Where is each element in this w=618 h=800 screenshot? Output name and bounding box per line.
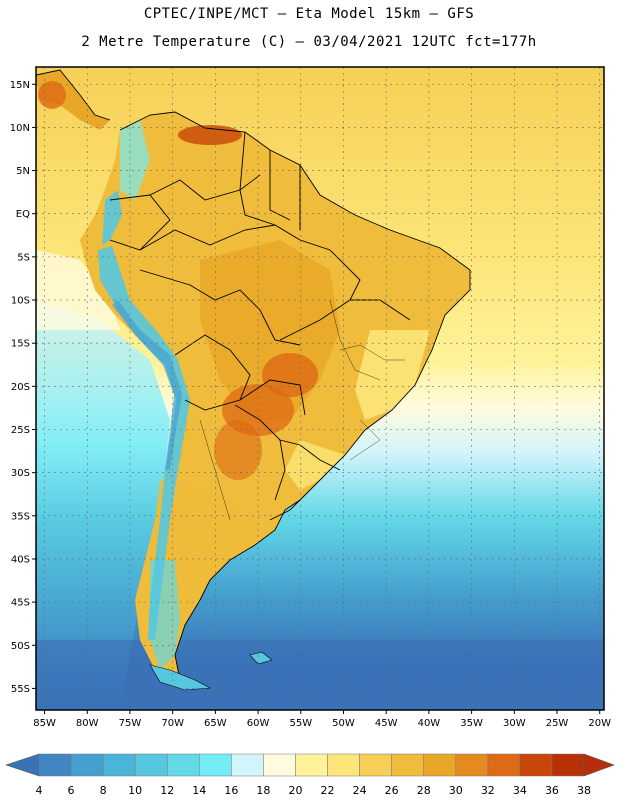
- lat-label: 5N: [16, 166, 30, 177]
- lon-label: 45W: [375, 718, 398, 729]
- longitude-labels: 85W 80W 75W 70W 65W 60W 55W 50W 45W 40W 35W 30W 25W 2…: [33, 710, 611, 729]
- map-field: [36, 67, 604, 710]
- lat-label: 5S: [17, 252, 30, 263]
- lat-label: 50S: [11, 641, 30, 652]
- colorbar-tick-label: 14: [192, 784, 206, 797]
- colorbar-swatch: [166, 753, 200, 777]
- lat-label: 10S: [11, 296, 30, 307]
- colorbar-tick-label: 26: [385, 784, 399, 797]
- colorbar-tick-label: 28: [417, 784, 431, 797]
- colorbar-tick-label: 12: [160, 784, 174, 797]
- colorbar-tick-label: 34: [513, 784, 527, 797]
- lon-label: 55W: [289, 718, 312, 729]
- colorbar-swatch: [38, 753, 72, 777]
- map-frame: [35, 66, 605, 711]
- colorbar-underflow-arrow: [5, 753, 40, 777]
- lat-label: 15N: [10, 80, 30, 91]
- colorbar-swatch: [102, 753, 136, 777]
- lon-label: 30W: [503, 718, 526, 729]
- colorbar-swatch: [295, 753, 328, 777]
- chart-title-line2: 2 Metre Temperature (C) – 03/04/2021 12U…: [81, 34, 537, 50]
- lat-label: EQ: [16, 209, 30, 220]
- colorbar-tick-label: 20: [288, 784, 302, 797]
- colorbar-swatch: [327, 753, 360, 777]
- colorbar-swatch: [199, 753, 232, 777]
- colorbar-tick-label: 8: [100, 784, 107, 797]
- colorbar-swatch: [134, 753, 168, 777]
- lon-label: 20W: [588, 718, 611, 729]
- colorbar-tick-label: 38: [577, 784, 591, 797]
- andes-cold-strip: [98, 190, 190, 640]
- lon-label: 75W: [119, 718, 142, 729]
- lat-label: 10N: [10, 123, 30, 134]
- lon-label: 40W: [418, 718, 441, 729]
- colorbar-swatch: [231, 753, 264, 777]
- colorbar-tick-label: 36: [545, 784, 559, 797]
- lon-label: 65W: [204, 718, 227, 729]
- chart-title-line1: CPTEC/INPE/MCT – Eta Model 15km – GFS: [143, 6, 475, 22]
- colorbar-swatch: [487, 753, 521, 777]
- lat-label: 40S: [11, 554, 30, 565]
- colorbar-swatch: [519, 753, 553, 777]
- hot-core-pantanal: [262, 353, 318, 397]
- colorbar-tick-label: 4: [36, 784, 43, 797]
- latitude-labels: 15N 10N 5N EQ 5S 10S 15S 20S 25S 30S 35S 40S 45S 50S 5…: [10, 80, 36, 695]
- lat-label: 55S: [11, 684, 30, 695]
- colorbar-swatch: [551, 753, 585, 777]
- colorbar-overflow-arrow: [583, 753, 615, 777]
- colorbar-swatch: [423, 753, 457, 777]
- lon-label: 50W: [332, 718, 355, 729]
- colorbar-tick-label: 32: [481, 784, 495, 797]
- lon-label: 35W: [460, 718, 483, 729]
- colorbar: 4 6 8 10 12 14 16 18 20 22 24 26 28 30 32 34 36 38: [5, 753, 615, 797]
- colorbar-tick-label: 16: [224, 784, 238, 797]
- colorbar-tick-label: 6: [68, 784, 75, 797]
- colorbar-tick-label: 24: [353, 784, 367, 797]
- lon-label: 25W: [546, 718, 569, 729]
- colorbar-tick-label: 10: [128, 784, 142, 797]
- lat-label: 15S: [11, 339, 30, 350]
- lon-label: 70W: [161, 718, 184, 729]
- graticule: [36, 67, 604, 710]
- hot-core-venezuela: [178, 125, 242, 145]
- lat-label: 35S: [11, 511, 30, 522]
- lon-label: 85W: [33, 718, 56, 729]
- lat-label: 30S: [11, 468, 30, 479]
- colorbar-swatch: [359, 753, 392, 777]
- colorbar-tick-label: 18: [256, 784, 270, 797]
- lat-label: 20S: [11, 382, 30, 393]
- colorbar-swatch: [263, 753, 296, 777]
- lat-label: 45S: [11, 598, 30, 609]
- colorbar-swatch: [391, 753, 424, 777]
- colorbar-swatch: [455, 753, 489, 777]
- colorbar-tick-label: 30: [449, 784, 463, 797]
- lat-label: 25S: [11, 425, 30, 436]
- lon-label: 60W: [247, 718, 270, 729]
- colorbar-tick-label: 22: [321, 784, 335, 797]
- lon-label: 80W: [76, 718, 99, 729]
- colorbar-swatch: [70, 753, 104, 777]
